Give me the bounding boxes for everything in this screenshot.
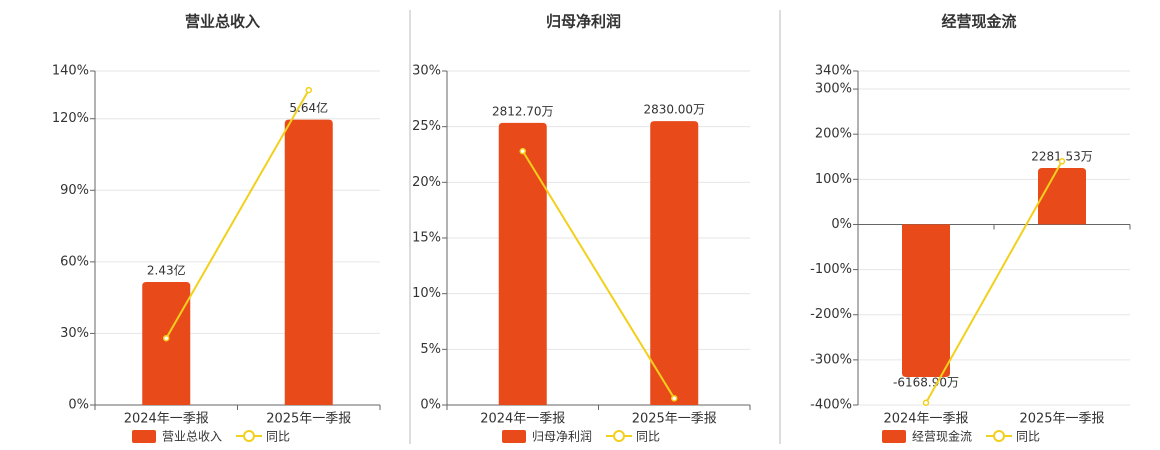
point	[163, 334, 170, 342]
point	[671, 395, 678, 402]
data-label: 2.43亿	[147, 263, 186, 278]
y-tick-label: 90%	[60, 183, 89, 198]
legend-label: 同比	[266, 430, 290, 444]
legend-swatch	[882, 430, 906, 443]
y-tick-label: -300%	[810, 352, 852, 367]
y-tick-label: -400%	[810, 398, 852, 413]
legend-swatch	[132, 430, 156, 443]
bar	[902, 224, 950, 378]
legend-label: 营业总收入	[162, 430, 222, 444]
x-tick-label: 2025年一季报	[632, 412, 717, 427]
y-tick-label: 5%	[420, 342, 441, 357]
data-label: 2812.70万	[492, 104, 554, 118]
y-tick-label: 100%	[815, 172, 852, 187]
y-tick-label: 300%	[815, 82, 852, 97]
y-tick-label: 0%	[420, 398, 441, 413]
data-label: 5.64亿	[289, 100, 328, 115]
point	[519, 147, 526, 155]
y-tick-label: -100%	[810, 262, 852, 277]
chart-title: 归母净利润	[546, 13, 621, 31]
bar	[650, 121, 699, 405]
bar	[498, 122, 547, 405]
line	[165, 89, 310, 339]
y-tick-label: 30%	[60, 326, 89, 341]
data-label: 2281.53万	[1031, 149, 1093, 163]
line	[521, 150, 676, 399]
data-label: -6168.90万	[893, 376, 959, 390]
x-tick-label: 2024年一季报	[124, 412, 209, 427]
y-tick-label: 10%	[412, 286, 441, 301]
y-tick-label: -200%	[810, 307, 852, 322]
legend-swatch	[502, 430, 526, 443]
y-tick-label: 30%	[412, 64, 441, 79]
bar	[284, 119, 333, 405]
y-tick-label: 200%	[815, 127, 852, 142]
legend-swatch	[613, 430, 626, 442]
data-label: 2830.00万	[643, 103, 705, 117]
legend-swatch	[243, 430, 256, 442]
y-tick-label: 0%	[831, 217, 852, 232]
legend-label: 经营现金流	[912, 429, 972, 444]
legend-swatch	[993, 430, 1006, 442]
y-tick-label: 15%	[412, 231, 441, 246]
point	[305, 86, 312, 94]
x-tick-label: 2025年一季报	[266, 412, 351, 427]
y-tick-label: 120%	[52, 111, 89, 126]
bar	[1038, 167, 1086, 225]
legend-label: 同比	[636, 430, 660, 444]
x-tick-label: 2024年一季报	[480, 412, 565, 427]
y-tick-label: 25%	[412, 119, 441, 134]
line	[925, 160, 1063, 404]
x-tick-label: 2024年一季报	[883, 412, 968, 427]
point	[922, 399, 930, 406]
point	[1058, 158, 1066, 165]
chart-title: 营业总收入	[185, 13, 260, 31]
y-tick-label: 140%	[52, 64, 89, 79]
y-tick-label: 60%	[60, 254, 89, 269]
chart-title: 经营现金流	[941, 13, 1016, 31]
x-tick-label: 2025年一季报	[1019, 412, 1104, 427]
legend-label: 同比	[1016, 430, 1040, 444]
y-tick-label: 340%	[815, 64, 852, 79]
legend-label: 归母净利润	[532, 430, 592, 444]
y-tick-label: 0%	[68, 398, 89, 413]
bar	[142, 282, 191, 405]
y-tick-label: 20%	[412, 175, 441, 190]
